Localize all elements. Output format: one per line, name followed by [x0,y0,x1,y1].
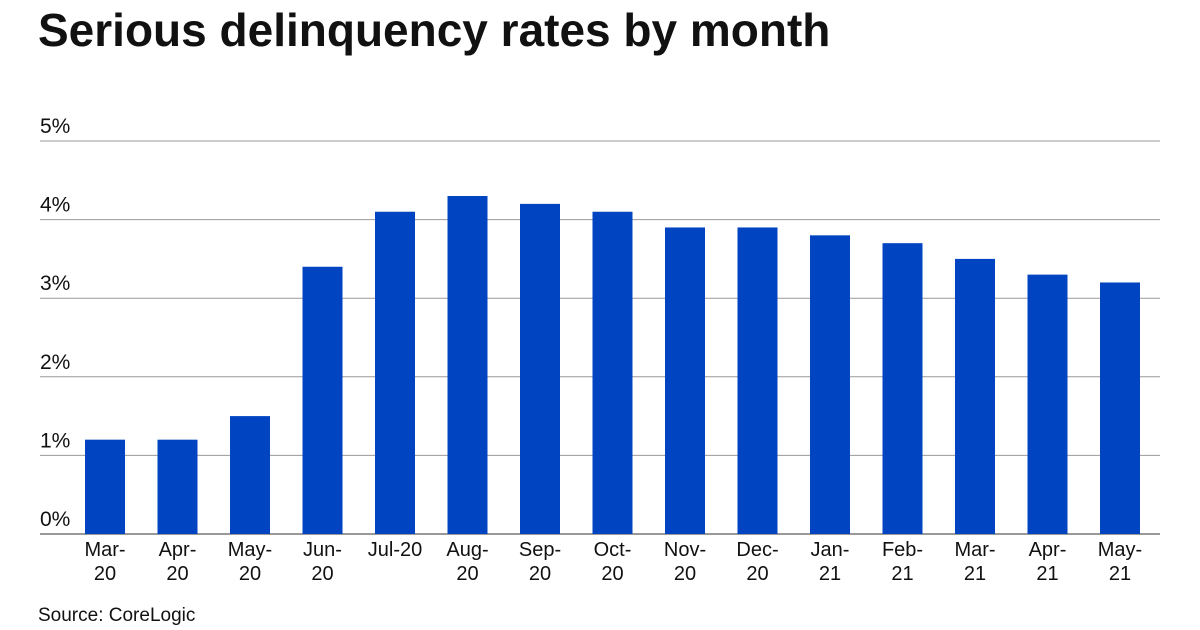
x-tick-label: Sep-20 [518,539,562,585]
x-tick-label: Oct-20 [593,539,632,585]
x-tick-label: Dec-20 [736,539,779,585]
source-note: Source: CoreLogic [38,605,195,626]
bar [520,203,560,534]
y-tick-label: 0% [40,508,70,531]
x-tick-label: Jul-20 [367,539,423,561]
bar [375,211,415,535]
bar [302,266,343,534]
x-tick-label: Apr-20 [158,539,197,585]
chart-title: Serious delinquency rates by month [38,4,830,56]
bar [1027,274,1068,534]
y-tick-label: 1% [40,429,70,452]
bar [592,211,633,535]
bar [157,439,198,534]
bar [882,243,923,534]
bar [85,439,125,534]
x-tick-label: Apr-21 [1028,539,1067,585]
x-tick-label: Jan-21 [810,539,850,585]
bar [447,196,488,534]
bar [810,235,850,534]
x-tick-label: May-20 [227,539,273,585]
y-tick-label: 4% [40,194,70,217]
x-tick-label: Aug-20 [446,539,489,585]
x-tick-label: Mar-21 [954,539,996,585]
y-tick-label: 3% [40,272,70,295]
y-tick-label: 2% [40,351,70,374]
x-tick-label: Nov-20 [663,539,707,585]
x-tick-label: Mar-20 [84,539,126,585]
x-tick-label: May-21 [1097,539,1143,585]
y-tick-label: 5% [40,115,70,138]
x-tick-label: Jun-20 [303,539,342,585]
bar [955,258,995,534]
bar [230,416,270,534]
x-tick-label: Feb-21 [881,539,924,585]
bar [665,227,705,534]
bar [737,227,778,534]
bar [1100,282,1140,534]
